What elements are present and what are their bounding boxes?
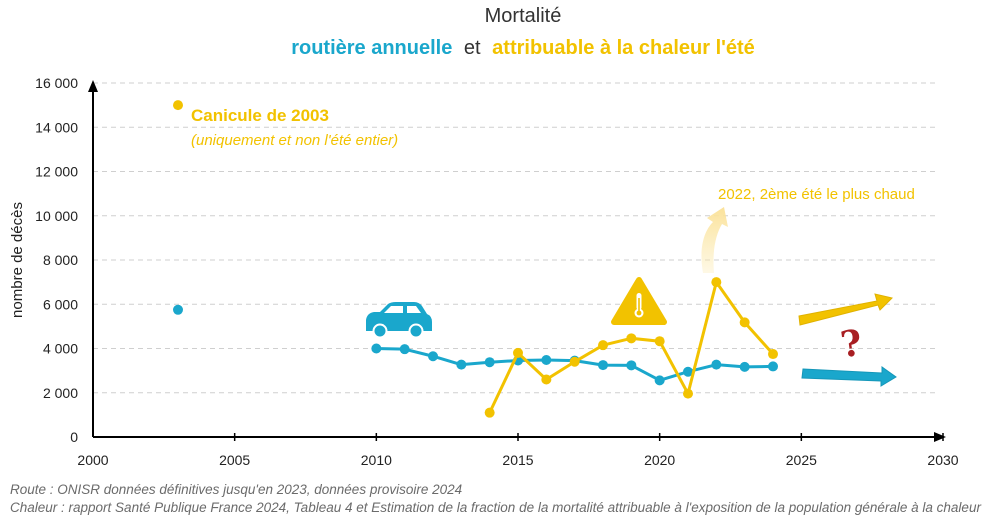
- road-data-point: [683, 366, 693, 377]
- heat-data-point: [711, 277, 722, 288]
- road-data-point: [739, 361, 750, 372]
- x-axis-arrow: [934, 432, 946, 442]
- question-mark-icon: ?: [838, 322, 865, 367]
- hot-summer-arrow: [701, 207, 728, 273]
- heat-trend-arrow: [798, 293, 893, 326]
- road-data-point: [768, 361, 778, 372]
- canicule-subtitle: (uniquement et non l'été entier): [191, 132, 398, 149]
- y-axis-label: nombre de décès: [9, 202, 26, 318]
- subtitle-part-and: et: [464, 37, 481, 59]
- road-trend-arrow: [801, 366, 897, 387]
- gridlines: [93, 82, 938, 394]
- x-tick-label: 2010: [361, 452, 392, 468]
- road-2003-point: [173, 304, 183, 315]
- y-axis-arrow: [88, 80, 98, 92]
- heat-data-point: [598, 340, 608, 351]
- y-tick-label: 0: [70, 429, 78, 445]
- warning-thermometer-icon: [611, 277, 667, 325]
- series-layer: [173, 100, 778, 418]
- y-tick-label: 2 000: [43, 385, 78, 401]
- y-tick-label: 6 000: [43, 296, 78, 312]
- road-data-point: [626, 360, 637, 371]
- y-tick-label: 10 000: [35, 208, 78, 224]
- road-data-point: [654, 375, 665, 386]
- road-data-point: [428, 351, 438, 362]
- x-tick-label: 2005: [219, 452, 250, 468]
- road-data-point: [484, 357, 495, 368]
- chart-title: Mortalité: [485, 5, 562, 27]
- chart-subtitle: routière annuelle et attribuable à la ch…: [291, 37, 755, 59]
- x-tick-label: 2015: [502, 452, 533, 468]
- y-tick-label: 16 000: [35, 75, 78, 91]
- heat-data-point: [654, 336, 665, 347]
- road-data-point: [711, 359, 722, 370]
- subtitle-part-road: routière annuelle: [291, 37, 452, 59]
- x-tick-label: 2025: [786, 452, 817, 468]
- car-icon: [366, 302, 432, 339]
- hot-summer-label: 2022, 2ème été le plus chaud: [718, 186, 915, 203]
- y-tick-label: 8 000: [43, 252, 78, 268]
- heat-2003-point: [173, 100, 183, 111]
- x-tick-label: 2000: [77, 452, 108, 468]
- heat-data-point: [569, 356, 580, 367]
- heat-data-point: [541, 374, 552, 385]
- source-heat: Chaleur : rapport Santé Publique France …: [10, 500, 981, 515]
- road-data-point: [598, 360, 608, 371]
- road-data-point: [541, 355, 552, 366]
- x-tick-label: 2020: [644, 452, 675, 468]
- subtitle-part-heat: attribuable à la chaleur l'été: [492, 37, 755, 59]
- y-tick-label: 14 000: [35, 119, 78, 135]
- y-tick-label: 4 000: [43, 341, 78, 357]
- heat-data-point: [484, 407, 495, 418]
- heat-data-point: [513, 347, 523, 358]
- x-tick-labels: 2000 2005 2010 2015 2020 2025 2030: [77, 433, 959, 468]
- heat-data-point: [626, 333, 637, 344]
- y-tick-label: 12 000: [35, 164, 78, 180]
- heat-data-point: [768, 349, 778, 360]
- canicule-title: Canicule de 2003: [191, 106, 329, 125]
- heat-data-point: [739, 317, 750, 328]
- road-data-point: [371, 343, 382, 354]
- road-data-point: [399, 344, 410, 355]
- heat-data-point: [683, 388, 693, 399]
- road-data-point: [456, 359, 467, 370]
- source-road: Route : ONISR données définitives jusqu'…: [10, 482, 463, 497]
- x-tick-label: 2030: [927, 452, 958, 468]
- y-tick-labels: 0 2 000 4 000 6 000 8 000 10 000 12 000 14 000 1…: [35, 75, 78, 445]
